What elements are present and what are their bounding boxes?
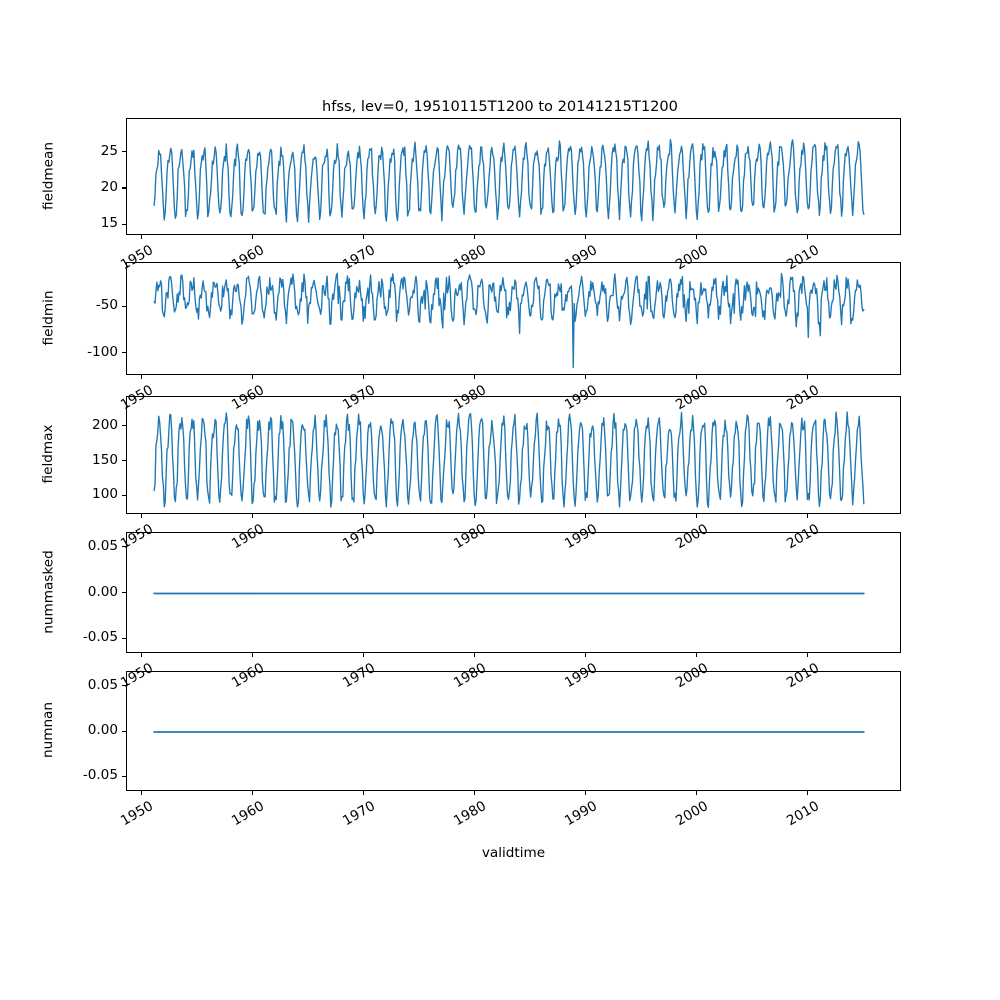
xtick-mark-fieldmax-6	[807, 514, 809, 518]
ytick-mark-nummasked-1	[122, 592, 126, 594]
xtick-mark-fieldmean-1	[252, 235, 254, 239]
xtick-mark-fieldmean-4	[585, 235, 587, 239]
ytick-mark-fieldmean-1	[122, 187, 126, 189]
xtick-mark-fieldmin-3	[474, 375, 476, 379]
xtick-mark-numnan-4	[585, 791, 587, 795]
xtick-mark-fieldmax-1	[252, 514, 254, 518]
plot-area-fieldmin	[153, 272, 865, 369]
subplot-fieldmax	[126, 396, 901, 514]
xtick-mark-fieldmax-2	[363, 514, 365, 518]
data-line-fieldmax	[153, 411, 865, 508]
ytick-mark-fieldmin-1	[122, 305, 126, 308]
xtick-mark-numnan-1	[252, 791, 254, 795]
xtick-mark-nummasked-1	[252, 653, 254, 657]
ytick-label-fieldmin-0: -100	[87, 343, 118, 360]
ytick-mark-numnan-2	[122, 685, 126, 687]
xtick-mark-fieldmin-4	[585, 375, 587, 379]
ytick-label-fieldmean-0: 15	[100, 215, 118, 232]
xtick-mark-nummasked-6	[807, 653, 809, 657]
xtick-mark-fieldmax-0	[141, 514, 143, 518]
xtick-mark-fieldmin-5	[696, 375, 698, 379]
xtick-mark-nummasked-3	[474, 653, 476, 657]
ytick-mark-fieldmax-1	[122, 460, 126, 462]
xtick-mark-fieldmean-2	[363, 235, 365, 239]
ytick-label-nummasked-1: 0.00	[87, 583, 118, 600]
xtick-mark-numnan-0	[141, 791, 143, 795]
ytick-label-fieldmax-1: 150	[92, 451, 118, 468]
ytick-label-nummasked-0: -0.05	[82, 629, 118, 646]
xtick-mark-nummasked-2	[363, 653, 365, 657]
xtick-mark-fieldmean-6	[807, 235, 809, 239]
xtick-mark-numnan-5	[696, 791, 698, 795]
subplot-numnan	[126, 671, 901, 791]
xtick-mark-numnan-2	[363, 791, 365, 795]
xtick-mark-nummasked-0	[141, 653, 143, 657]
xtick-mark-fieldmax-3	[474, 514, 476, 518]
plot-area-fieldmax	[153, 411, 865, 508]
ytick-label-fieldmax-2: 200	[92, 416, 118, 433]
plot-area-numnan	[153, 731, 865, 733]
subplot-nummasked	[126, 532, 901, 653]
ytick-mark-fieldmean-0	[122, 223, 126, 226]
plot-area-nummasked	[153, 592, 865, 595]
ytick-label-numnan-2: 0.05	[87, 676, 118, 693]
ytick-mark-fieldmin-0	[122, 352, 126, 354]
xtick-mark-numnan-3	[474, 791, 476, 795]
xtick-mark-fieldmin-0	[141, 375, 143, 379]
x-axis-label: validtime	[481, 845, 546, 861]
plot-area-fieldmean	[153, 138, 865, 223]
subplot-fieldmin	[126, 262, 901, 375]
xtick-mark-numnan-6	[807, 791, 809, 795]
xtick-mark-fieldmean-0	[141, 235, 143, 239]
ytick-label-fieldmin-1: -50	[95, 297, 118, 314]
xtick-mark-fieldmean-5	[696, 235, 698, 239]
xtick-mark-nummasked-5	[696, 653, 698, 657]
xtick-mark-fieldmax-5	[696, 514, 698, 518]
data-line-fieldmean	[153, 138, 865, 223]
xtick-mark-fieldmin-1	[252, 375, 254, 379]
data-line-fieldmin	[153, 272, 865, 369]
xtick-mark-nummasked-4	[585, 653, 587, 657]
ytick-mark-nummasked-2	[122, 546, 126, 548]
ytick-mark-fieldmax-2	[122, 425, 126, 427]
ytick-label-fieldmean-2: 25	[100, 142, 118, 159]
ytick-mark-fieldmean-2	[122, 151, 126, 153]
ytick-mark-numnan-0	[122, 775, 126, 778]
ytick-mark-numnan-1	[122, 730, 126, 732]
ytick-label-nummasked-2: 0.05	[87, 537, 118, 554]
ytick-label-numnan-1: 0.00	[87, 722, 118, 738]
ytick-label-fieldmean-1: 20	[100, 178, 118, 195]
xtick-mark-fieldmin-6	[807, 375, 809, 379]
subplot-fieldmean	[126, 118, 901, 235]
ytick-mark-fieldmax-0	[122, 494, 126, 496]
ytick-label-fieldmax-0: 100	[92, 486, 118, 503]
ytick-mark-nummasked-0	[122, 637, 126, 639]
xtick-mark-fieldmin-2	[363, 375, 365, 379]
y-axis-label-numnan: numnan	[40, 701, 56, 759]
xtick-mark-fieldmean-3	[474, 235, 476, 239]
xtick-mark-fieldmax-4	[585, 514, 587, 518]
figure-title: hfss, lev=0, 19510115T1200 to 20141215T1…	[322, 98, 678, 115]
ytick-label-numnan-0: -0.05	[82, 767, 118, 784]
